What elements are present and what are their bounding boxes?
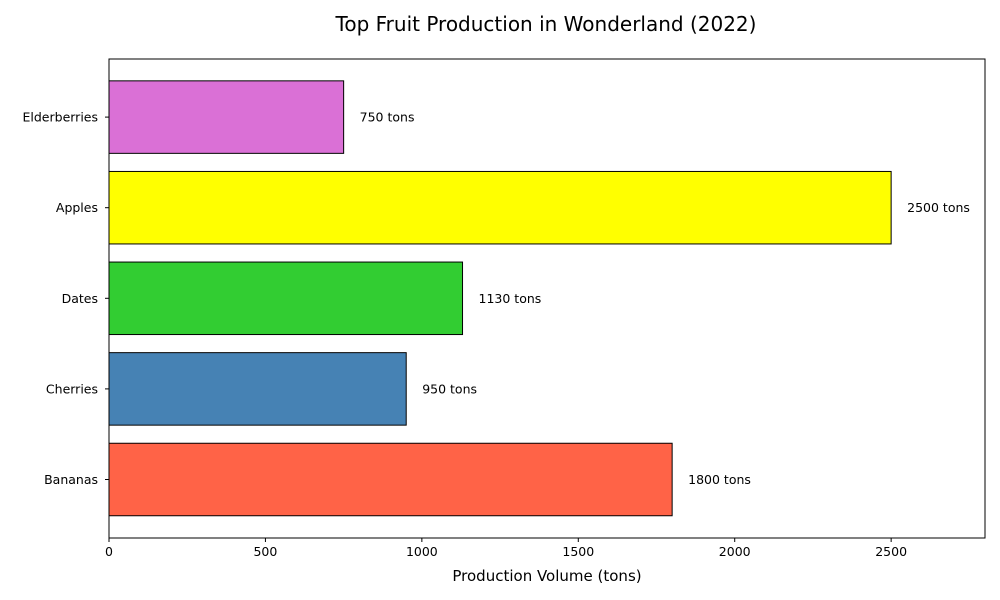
- x-axis-label: Production Volume (tons): [452, 567, 641, 585]
- y-tick-label-cherries: Cherries: [46, 381, 98, 396]
- value-label-apples: 2500 tons: [907, 200, 970, 215]
- y-tick-label-dates: Dates: [62, 291, 98, 306]
- value-label-elderberries: 750 tons: [360, 110, 415, 125]
- x-tick-label-2500: 2500: [875, 544, 907, 559]
- y-tick-label-apples: Apples: [56, 200, 98, 215]
- x-axis-ticks: 0 500 1000 1500 2000 2500: [105, 538, 907, 559]
- value-label-cherries: 950 tons: [422, 381, 477, 396]
- y-tick-label-elderberries: Elderberries: [23, 110, 99, 125]
- bar-bananas: [108, 442, 673, 517]
- bar-apples: [108, 170, 892, 245]
- value-labels-group: 1800 tons 950 tons 1130 tons 2500 tons 750 t…: [360, 110, 970, 487]
- value-label-bananas: 1800 tons: [688, 472, 751, 487]
- x-tick-label-1500: 1500: [562, 544, 594, 559]
- y-axis-ticks: Bananas Cherries Dates Apples Elderberries: [23, 110, 109, 487]
- x-tick-label-1000: 1000: [406, 544, 438, 559]
- value-label-dates: 1130 tons: [479, 291, 542, 306]
- bar-cherries: [108, 352, 407, 426]
- x-tick-label-500: 500: [253, 544, 277, 559]
- chart-title: Top Fruit Production in Wonderland (2022…: [335, 12, 757, 36]
- x-tick-label-0: 0: [105, 544, 113, 559]
- bar-elderberries: [108, 80, 345, 154]
- x-tick-label-2000: 2000: [719, 544, 751, 559]
- bar-dates: [108, 261, 464, 336]
- bars-group: [108, 80, 892, 517]
- y-tick-label-bananas: Bananas: [44, 472, 98, 487]
